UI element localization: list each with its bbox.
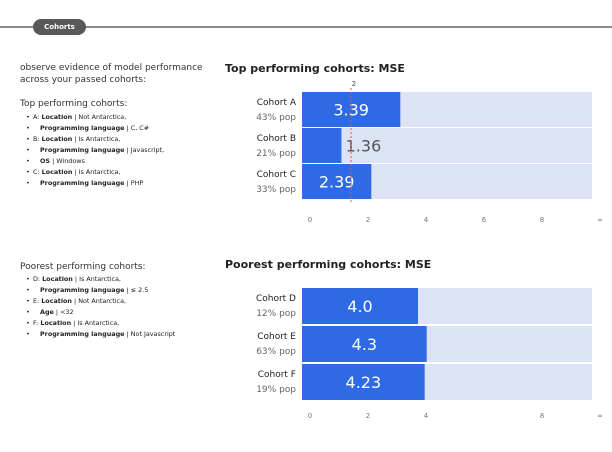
poor-cohorts-list: D: Location | Is Antarctica,Programming … (26, 274, 175, 340)
condition-value: | Windows (50, 157, 85, 165)
population-label: 19% pop (256, 385, 296, 395)
condition-value: | C, C# (124, 124, 150, 132)
cohort-prefix: C: (33, 168, 42, 176)
bar-track (302, 364, 592, 400)
bar-track (302, 92, 592, 127)
top-chart-title: Top performing cohorts: MSE (225, 62, 405, 75)
condition-value: | Is Antarctica, (72, 135, 121, 143)
bar-value-label: 4.0 (347, 297, 372, 316)
cohort-prefix: E: (33, 297, 42, 305)
cohort-condition-line: F: Location | Is Antarctica, (26, 318, 175, 329)
tab-cohorts[interactable]: Cohorts (33, 19, 86, 35)
population-label: 63% pop (256, 347, 296, 357)
condition-key: Location (41, 135, 73, 143)
x-tick-label: 2 (366, 412, 370, 420)
condition-value: | Not Antarctica, (72, 113, 127, 121)
bar (302, 288, 418, 324)
reference-label: 2 (352, 80, 356, 88)
x-tick-label: 4 (424, 412, 429, 420)
bar (302, 326, 427, 362)
bar-track (302, 288, 592, 324)
cohort-condition-line: Age | <32 (26, 307, 175, 318)
cohort-condition-line: C: Location | Is Antarctica, (26, 167, 164, 178)
x-tick-label: 0 (308, 412, 312, 420)
cohort-condition-line: OS | Windows (26, 156, 164, 167)
condition-value: | <32 (53, 308, 74, 316)
intro-text: observe evidence of model performance ac… (20, 63, 203, 85)
x-tick-label: 2 (366, 216, 370, 224)
condition-value: | Is Antarctica, (72, 168, 121, 176)
bar-value-label: 1.36 (346, 137, 382, 156)
condition-value: | Is Antarctica, (71, 319, 120, 327)
population-label: 21% pop (256, 149, 296, 159)
population-label: 33% pop (256, 185, 296, 195)
condition-key: Location (41, 113, 73, 121)
condition-key: Programming language (40, 146, 125, 154)
x-tick-label: 0 (308, 216, 312, 224)
cohort-prefix: B: (33, 135, 42, 143)
bar-value-label: 3.39 (333, 101, 369, 120)
bar (302, 364, 425, 400)
bar (302, 128, 342, 163)
x-tick-label: 8 (540, 216, 544, 224)
cohort-condition-line: Programming language | Javascript, (26, 145, 164, 156)
x-tick-label: ∞ (597, 216, 603, 224)
condition-key: Programming language (40, 286, 125, 294)
category-label: Cohort E (257, 332, 296, 342)
condition-key: Age (40, 308, 54, 316)
condition-key: Location (42, 275, 73, 283)
condition-key: Location (40, 319, 72, 327)
x-tick-label: 8 (540, 412, 544, 420)
condition-key: Programming language (40, 330, 125, 338)
cohort-condition-line: A: Location | Not Antarctica, (26, 112, 164, 123)
condition-key: OS (40, 157, 51, 165)
condition-key: Location (41, 168, 73, 176)
poor-chart-title: Poorest performing cohorts: MSE (225, 258, 432, 271)
bar-track (302, 326, 592, 362)
bar (302, 92, 401, 127)
bar (302, 164, 372, 199)
cohort-condition-line: E: Location | Not Antarctica, (26, 296, 175, 307)
x-tick-label: ∞ (597, 412, 603, 420)
bar-value-label: 4.23 (346, 373, 382, 392)
header-divider (0, 26, 612, 28)
condition-value: | ≤ 2.5 (124, 286, 149, 294)
condition-value: | Not Javascript (124, 330, 176, 338)
category-label: Cohort F (258, 370, 296, 380)
poor-cohorts-heading: Poorest performing cohorts: (20, 262, 146, 272)
category-label: Cohort A (257, 98, 297, 108)
bar-track (302, 164, 592, 199)
cohort-condition-line: Programming language | C, C# (26, 123, 164, 134)
bar-track (302, 128, 592, 163)
category-label: Cohort B (257, 134, 296, 144)
condition-value: | PHP (124, 179, 144, 187)
condition-value: | Not Antarctica, (71, 297, 127, 305)
cohort-condition-line: Programming language | Not Javascript (26, 329, 175, 340)
category-label: Cohort D (256, 294, 296, 304)
bar-value-label: 2.39 (319, 173, 355, 192)
bar-value-label: 4.3 (352, 335, 377, 354)
cohort-prefix: F: (33, 319, 41, 327)
condition-value: | Javascript, (124, 146, 165, 154)
condition-key: Location (41, 297, 72, 305)
population-label: 43% pop (256, 113, 296, 123)
cohort-condition-line: Programming language | PHP (26, 178, 164, 189)
population-label: 12% pop (256, 309, 296, 319)
x-tick-label: 6 (482, 216, 487, 224)
category-label: Cohort C (257, 170, 296, 180)
cohort-prefix: D: (33, 275, 43, 283)
cohort-condition-line: D: Location | Is Antarctica, (26, 274, 175, 285)
condition-value: | Is Antarctica, (72, 275, 121, 283)
condition-key: Programming language (40, 179, 125, 187)
cohort-condition-line: B: Location | Is Antarctica, (26, 134, 164, 145)
condition-key: Programming language (40, 124, 125, 132)
x-tick-label: 4 (424, 216, 429, 224)
top-cohorts-heading: Top performing cohorts: (20, 99, 128, 109)
top-cohorts-list: A: Location | Not Antarctica,Programming… (26, 112, 164, 189)
cohort-prefix: A: (33, 113, 42, 121)
cohort-condition-line: Programming language | ≤ 2.5 (26, 285, 175, 296)
